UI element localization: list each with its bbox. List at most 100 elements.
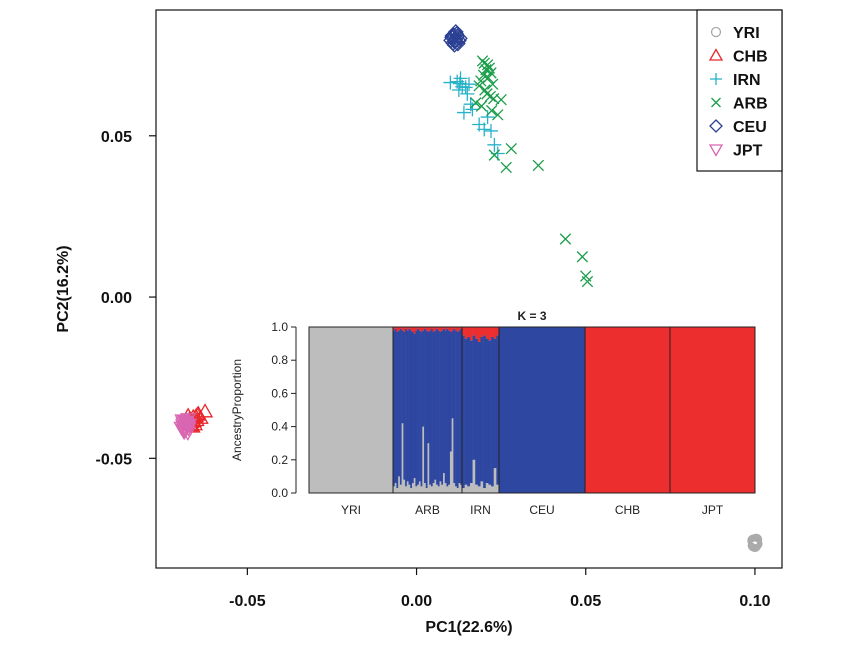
bar-irn-blue — [472, 335, 476, 460]
bar-arb — [393, 327, 396, 493]
bar-arb-blue — [437, 330, 440, 487]
bar-arb-gray — [434, 479, 437, 493]
bar-arb — [418, 327, 421, 493]
bar-arb — [411, 327, 414, 493]
bar-arb-red — [437, 327, 440, 331]
bar-ceu-blue — [499, 327, 585, 493]
bar-arb-blue — [430, 328, 433, 487]
bar-irn-gray — [464, 484, 468, 493]
bar-arb-blue — [458, 330, 461, 484]
bar-irn-gray — [469, 483, 473, 493]
bar-arb-red — [405, 327, 408, 329]
bar-arb-blue — [394, 328, 397, 484]
bar-arb-blue — [453, 328, 456, 484]
bar-arb-red — [430, 327, 433, 329]
bar-arb-red — [410, 327, 413, 331]
bar-arb-gray — [413, 478, 416, 493]
bar-arb-blue — [425, 330, 428, 489]
bar-arb — [458, 327, 461, 493]
bar-arb-gray — [406, 481, 409, 493]
point-ceu — [446, 36, 463, 53]
bar-irn — [462, 327, 465, 493]
bar-irn-blue — [464, 338, 468, 485]
bar-arb-blue — [424, 328, 427, 484]
bar-arb — [427, 327, 430, 493]
bar-irn-red — [496, 327, 500, 336]
legend-label-yri: YRI — [733, 25, 760, 42]
inset-bars: YRI ARB IRN CEU CHB JPT — [309, 327, 755, 517]
point-arb — [482, 72, 494, 84]
bar-arb — [429, 327, 432, 493]
point-arb — [500, 161, 512, 174]
bar-arb-gray — [449, 451, 452, 493]
point-arb — [532, 159, 545, 172]
bar-arb-gray — [439, 481, 442, 493]
legend-label-ceu: CEU — [733, 119, 767, 136]
bar-arb-red — [446, 327, 449, 329]
bar-arb-blue — [444, 330, 447, 484]
bar-irn-red — [462, 327, 465, 336]
point-irn — [451, 82, 466, 97]
point-ceu — [451, 30, 468, 47]
bar-arb — [424, 327, 427, 493]
bar-arb-blue — [396, 331, 399, 489]
bar-irn-blue — [477, 341, 481, 487]
legend-label-jpt: JPT — [733, 143, 763, 160]
bar-arb-blue — [449, 331, 452, 452]
bar-arb-gray — [405, 486, 408, 493]
point-yri — [748, 534, 761, 547]
x-tick-label: -0.05 — [229, 593, 266, 610]
bar-arb-red — [458, 327, 461, 331]
bar-irn-red — [488, 327, 492, 341]
point-jpt — [180, 422, 197, 437]
bar-arb-red — [432, 327, 435, 332]
bar-irn-red — [467, 327, 471, 337]
point-ceu — [444, 27, 461, 44]
bar-arb-red — [449, 327, 452, 332]
bar-arb-red — [434, 327, 437, 331]
bar-irn-blue — [475, 338, 479, 485]
admixture-inset: K = 3 AncestryProportion YRI ARB IRN CEU CHB… — [226, 306, 774, 524]
bar-jpt — [670, 327, 755, 493]
inset-axis: 0.0 0.2 0.4 0.6 0.8 1.0 — [271, 320, 756, 500]
bar-arb — [460, 327, 463, 493]
bar-arb-blue — [405, 328, 408, 487]
bar-arb-gray — [430, 486, 433, 493]
bar-arb — [432, 327, 435, 493]
bar-irn-red — [464, 327, 468, 339]
bar-arb-red — [444, 327, 447, 331]
bar-chb-red — [585, 327, 670, 493]
inset-y-tick-label: 0.4 — [271, 420, 288, 434]
bar-arb-red — [439, 327, 442, 332]
bar-arb-gray — [411, 483, 414, 493]
bar-arb-gray — [455, 486, 458, 493]
point-irn — [480, 110, 495, 125]
bar-arb — [456, 327, 459, 493]
bar-arb-gray — [453, 483, 456, 493]
bar-irn-blue — [493, 338, 497, 469]
bar-arb-red — [441, 327, 444, 331]
inset-category-label: IRN — [470, 503, 491, 517]
bar-arb-red — [451, 327, 454, 331]
bar-arb-blue — [432, 331, 435, 484]
axes-ticks: -0.05 0.00 0.05 0.10 -0.05 0.00 0.05 — [96, 129, 771, 610]
bar-arb-red — [448, 327, 451, 331]
bar-arb-blue — [415, 330, 418, 487]
bar-irn-gray — [475, 484, 479, 493]
bar-arb — [453, 327, 456, 493]
bar-arb-red — [456, 327, 459, 332]
point-chb — [196, 403, 214, 418]
point-jpt — [175, 417, 192, 432]
bar-arb — [443, 327, 446, 493]
bar-arb — [420, 327, 423, 493]
bar-arb — [430, 327, 433, 493]
bar-irn-red — [469, 327, 473, 341]
bar-arb-red — [427, 327, 430, 332]
bar-arb — [398, 327, 401, 493]
bar-irn — [477, 327, 481, 493]
bar-arb-red — [413, 327, 416, 334]
point-jpt — [175, 425, 193, 441]
bar-arb — [408, 327, 411, 493]
bar-arb-gray — [448, 484, 451, 493]
bar-irn-gray — [472, 459, 476, 493]
